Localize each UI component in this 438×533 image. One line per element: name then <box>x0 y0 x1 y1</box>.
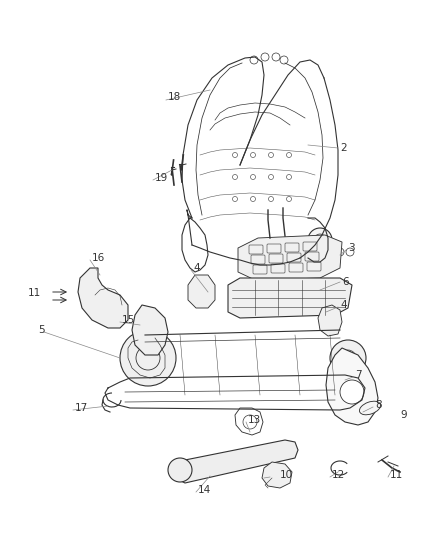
Circle shape <box>308 228 332 252</box>
Text: 13: 13 <box>248 415 261 425</box>
Circle shape <box>340 380 364 404</box>
Text: 12: 12 <box>332 470 345 480</box>
Text: 18: 18 <box>168 92 181 102</box>
Polygon shape <box>318 305 342 336</box>
Circle shape <box>168 458 192 482</box>
Text: 14: 14 <box>198 485 211 495</box>
Polygon shape <box>132 305 168 355</box>
Text: 11: 11 <box>390 470 403 480</box>
Text: 8: 8 <box>375 400 381 410</box>
Text: 9: 9 <box>400 410 406 420</box>
Circle shape <box>330 340 366 376</box>
Text: 2: 2 <box>340 143 346 153</box>
Text: 10: 10 <box>280 470 293 480</box>
Text: 3: 3 <box>348 243 355 253</box>
Text: 16: 16 <box>92 253 105 263</box>
Polygon shape <box>326 348 378 425</box>
Polygon shape <box>262 462 292 488</box>
Polygon shape <box>228 278 352 318</box>
Circle shape <box>120 330 176 386</box>
Text: 4: 4 <box>340 300 346 310</box>
Text: 7: 7 <box>355 370 362 380</box>
Polygon shape <box>188 275 215 308</box>
Text: 11: 11 <box>28 288 41 298</box>
Polygon shape <box>78 268 128 328</box>
Ellipse shape <box>360 401 381 415</box>
Polygon shape <box>172 440 298 483</box>
Text: 4: 4 <box>193 263 200 273</box>
Text: 6: 6 <box>342 277 349 287</box>
Text: 5: 5 <box>38 325 45 335</box>
Text: 19: 19 <box>155 173 168 183</box>
Polygon shape <box>238 235 342 280</box>
Text: 15: 15 <box>122 315 135 325</box>
Text: 17: 17 <box>75 403 88 413</box>
